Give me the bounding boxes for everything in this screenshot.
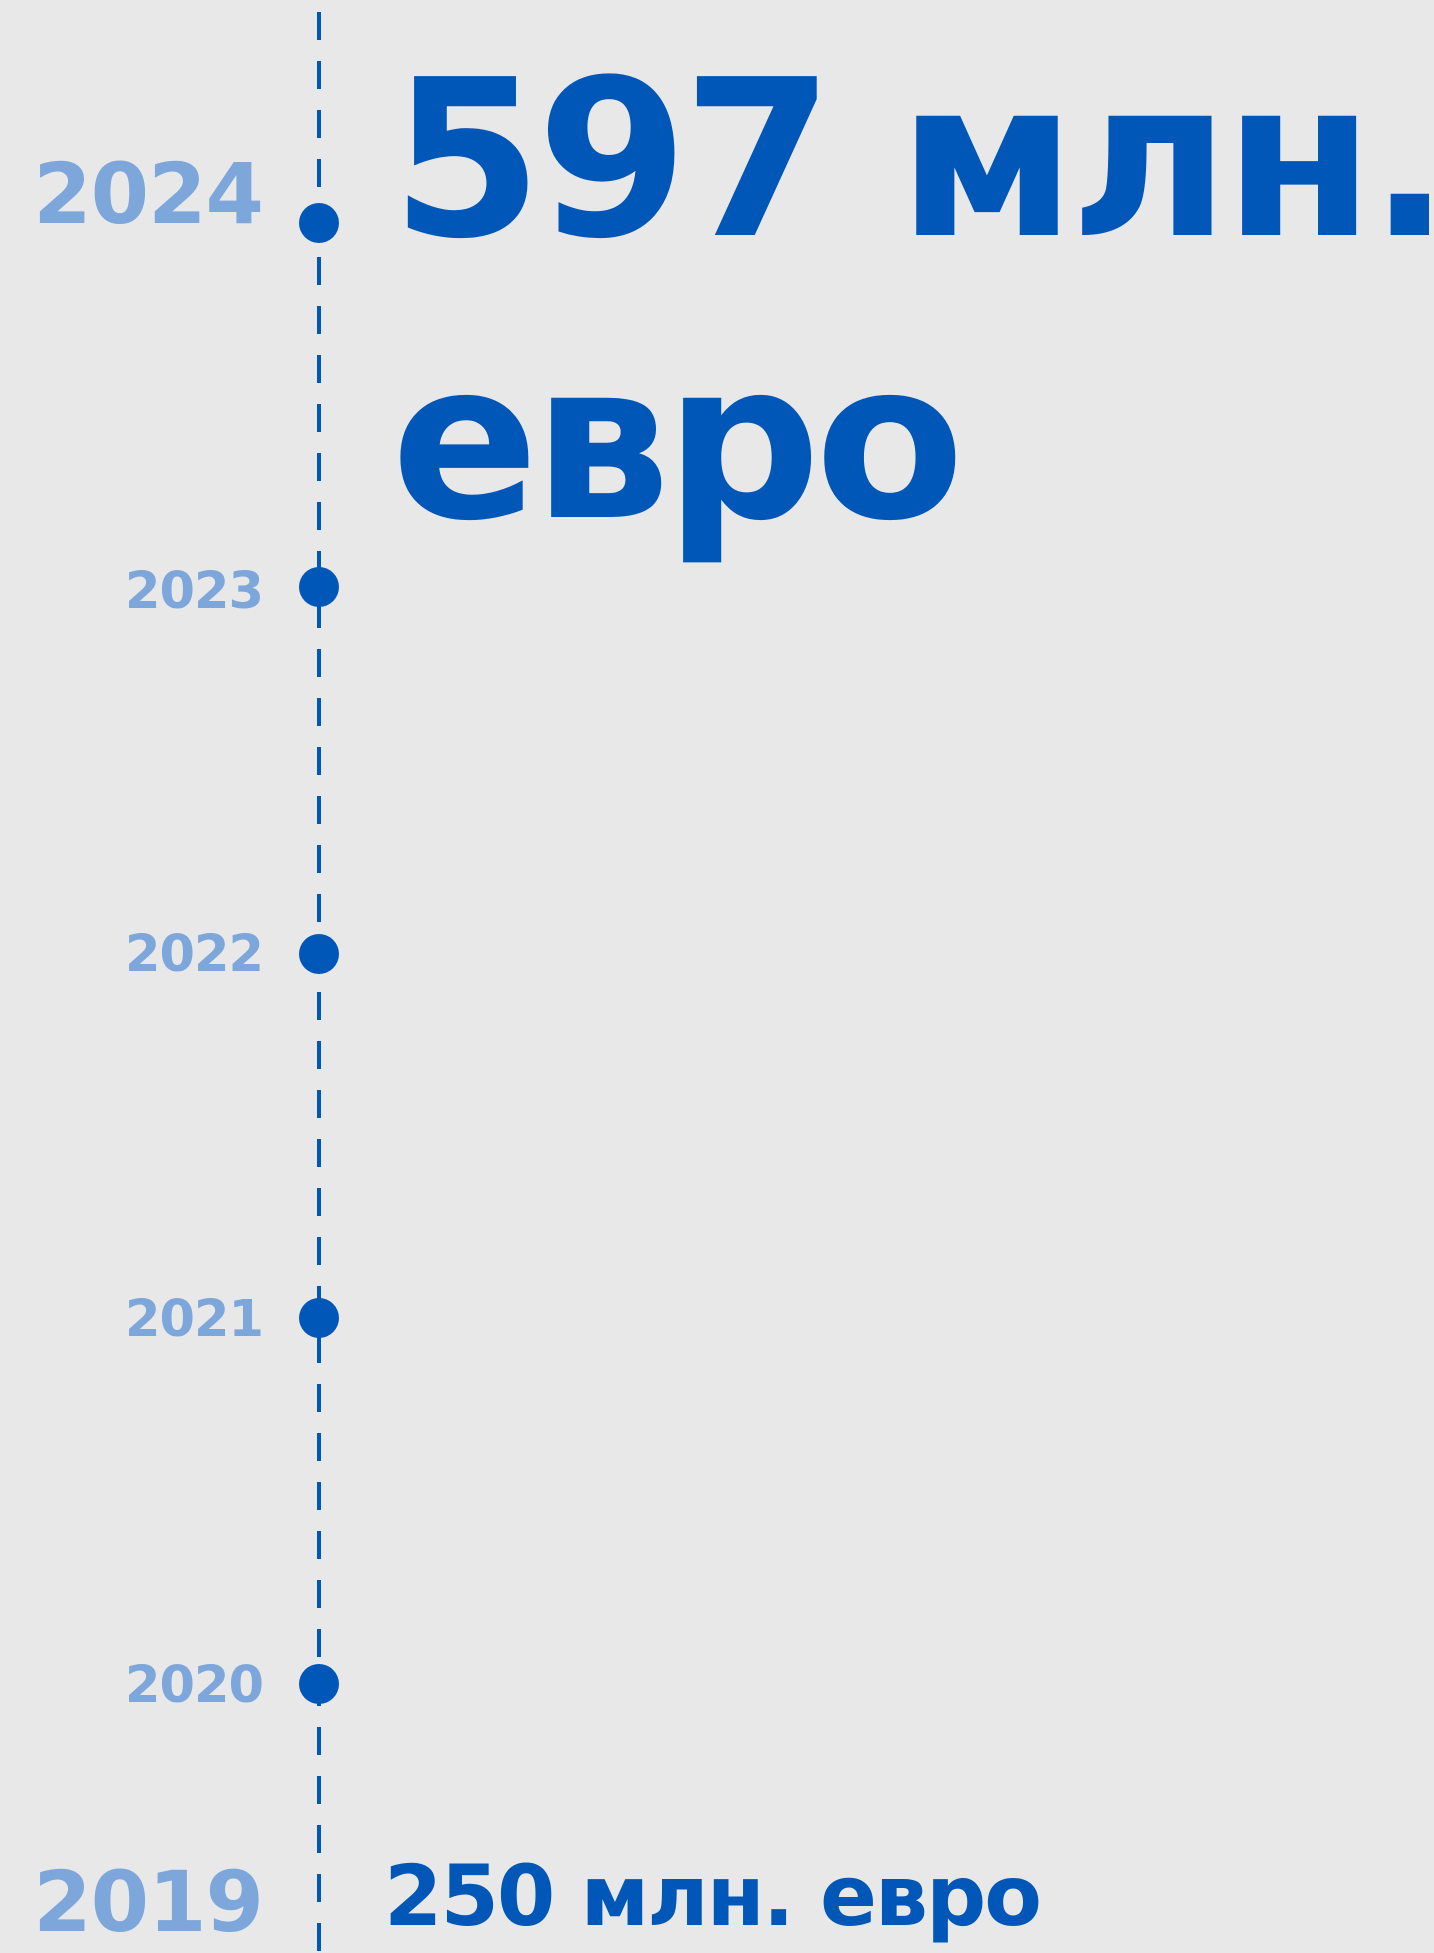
value-2019: 250 млн. евро xyxy=(384,1847,1042,1945)
year-label-2021: 2021 xyxy=(125,1290,264,1349)
year-label-2023: 2023 xyxy=(125,562,264,621)
timeline-dashed-line xyxy=(317,12,321,1953)
year-label-2022: 2022 xyxy=(125,925,264,984)
value-2024-currency: евро xyxy=(391,316,965,569)
year-label-2020: 2020 xyxy=(125,1656,264,1715)
timeline-dot-2022 xyxy=(299,934,339,974)
value-2024-amount: 597 млн. xyxy=(391,34,1434,287)
timeline-dot-2020 xyxy=(299,1664,339,1704)
timeline-dot-2021 xyxy=(299,1298,339,1338)
timeline-dot-2024 xyxy=(299,203,339,243)
year-label-2024: 2024 xyxy=(33,145,264,243)
value-2024: 597 млн. евро xyxy=(391,20,1434,584)
timeline-dot-2023 xyxy=(299,567,339,607)
year-label-2019: 2019 xyxy=(33,1853,264,1951)
